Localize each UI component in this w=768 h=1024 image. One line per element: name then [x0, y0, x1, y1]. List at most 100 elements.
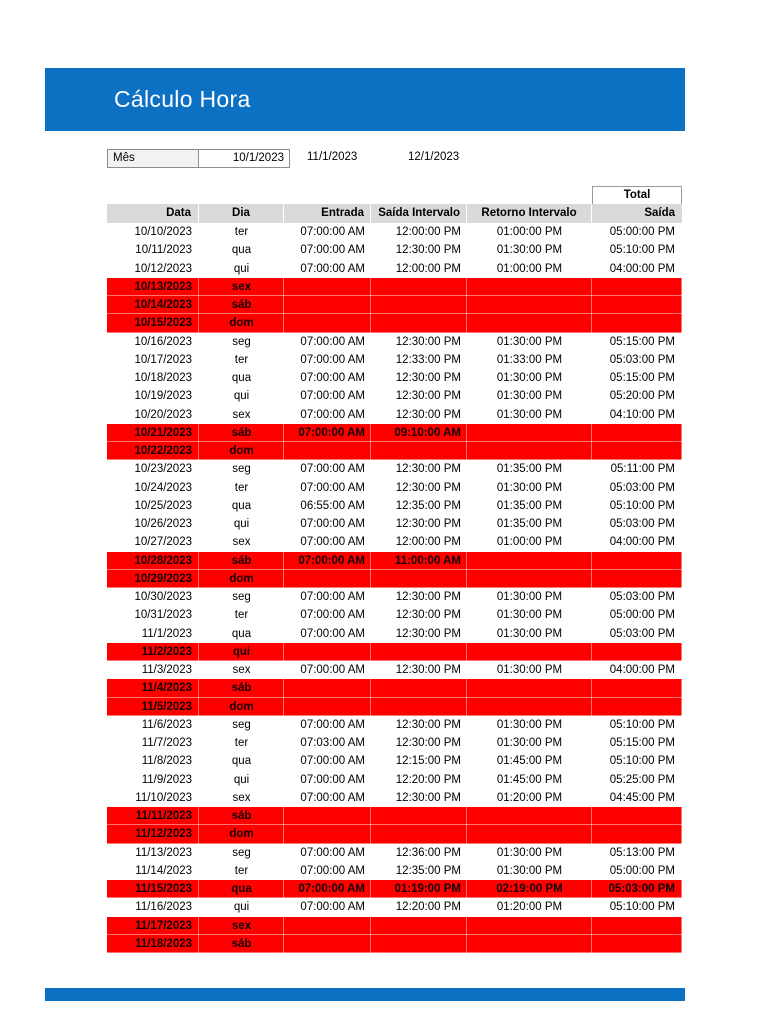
- cell-retorno-intervalo: [467, 277, 592, 296]
- cell-saida-intervalo: [371, 442, 467, 461]
- table-row: 11/16/2023 qui 07:00:00 AM 12:20:00 PM 01:20…: [107, 898, 682, 916]
- table-row: 11/4/2023 sáb: [107, 679, 682, 698]
- cell-entrada: 07:03:00 AM: [300, 737, 365, 749]
- cell-retorno-intervalo: 01:00:00 PM: [496, 536, 563, 549]
- cell-data: 11/6/2023: [141, 718, 192, 731]
- cell-saida: [592, 825, 682, 844]
- cell-saida-intervalo: [371, 569, 467, 588]
- cell-data: 10/28/2023: [107, 551, 199, 570]
- cell-data: 10/19/2023: [134, 390, 192, 403]
- cell-saida: 05:11:00 PM: [610, 463, 675, 476]
- cell-entrada: 07:00:00 AM: [300, 791, 365, 804]
- cell-dia: ter: [234, 864, 249, 877]
- cell-saida-intervalo: 12:30:00 PM: [395, 664, 461, 676]
- cell-dia: seg: [232, 718, 251, 731]
- cell-data: 10/12/2023: [134, 262, 192, 275]
- month-value-3: 12/1/2023: [408, 151, 460, 163]
- cell-entrada: [284, 569, 371, 588]
- cell-saida-intervalo: 01:19:00 PM: [371, 880, 467, 899]
- cell-retorno-intervalo: 01:00:00 PM: [496, 226, 563, 238]
- table-row: 10/12/2023 qui 07:00:00 AM 12:00:00 PM 01:00…: [107, 260, 682, 278]
- cell-data: 11/15/2023: [107, 880, 199, 899]
- cell-retorno-intervalo: 01:00:00 PM: [496, 262, 563, 275]
- cell-retorno-intervalo: [467, 442, 592, 461]
- cell-entrada: 07:00:00 AM: [300, 372, 365, 384]
- cell-retorno-intervalo: 01:20:00 PM: [496, 901, 563, 914]
- cell-saida-intervalo: 12:30:00 PM: [395, 737, 461, 749]
- cell-data: 11/13/2023: [135, 846, 192, 859]
- cell-retorno-intervalo: 01:30:00 PM: [496, 481, 563, 494]
- cell-dia: qui: [233, 773, 250, 786]
- cell-saida: 05:03:00 PM: [609, 627, 675, 640]
- cell-data: 10/25/2023: [134, 499, 192, 512]
- table-row: 11/7/2023 ter 07:03:00 AM 12:30:00 PM 01:30:…: [107, 734, 682, 752]
- cell-data: 10/14/2023: [107, 296, 199, 315]
- cell-dia: qua: [199, 880, 284, 899]
- cell-retorno-intervalo: 01:45:00 PM: [496, 773, 563, 786]
- cell-dia: qui: [233, 901, 250, 914]
- cell-data: 10/16/2023: [134, 335, 192, 348]
- cell-saida: [592, 679, 682, 698]
- cell-dia: sex: [232, 791, 251, 804]
- table-header-row: Data Dia Entrada Saída Intervalo Retorno Int…: [107, 204, 682, 223]
- cell-saida: [592, 807, 682, 826]
- cell-data: 10/23/2023: [134, 463, 192, 476]
- cell-retorno-intervalo: [467, 569, 592, 588]
- cell-entrada: 07:00:00 AM: [284, 880, 371, 899]
- cell-dia: sex: [199, 277, 284, 296]
- cell-saida: 05:00:00 PM: [609, 864, 675, 877]
- cell-entrada: 07:00:00 AM: [300, 353, 365, 366]
- cell-saida-intervalo: 12:30:00 PM: [395, 791, 461, 804]
- cell-entrada: 07:00:00 AM: [300, 773, 365, 786]
- table-row: 10/26/2023 qui 07:00:00 AM 12:30:00 PM 01:35…: [107, 515, 682, 533]
- cell-entrada: 07:00:00 AM: [300, 609, 365, 622]
- cell-saida: [592, 314, 682, 333]
- cell-retorno-intervalo: 01:30:00 PM: [496, 244, 563, 257]
- cell-saida-intervalo: 12:30:00 PM: [395, 627, 461, 640]
- page-title: Cálculo Hora: [114, 86, 251, 112]
- table-row: 10/31/2023 ter 07:00:00 AM 12:30:00 PM 01:30…: [107, 606, 682, 624]
- cell-entrada: 07:00:00 AM: [300, 755, 365, 768]
- cell-saida-intervalo: 12:30:00 PM: [395, 518, 461, 530]
- cell-retorno-intervalo: 01:30:00 PM: [496, 846, 563, 859]
- table-row: 10/13/2023 sex: [107, 277, 682, 296]
- cell-retorno-intervalo: 01:30:00 PM: [496, 664, 563, 676]
- cell-data: 10/26/2023: [134, 518, 192, 530]
- cell-saida: 05:20:00 PM: [609, 390, 675, 403]
- cell-dia: qua: [231, 244, 252, 257]
- cell-dia: sáb: [199, 679, 284, 698]
- cell-entrada: 07:00:00 AM: [300, 591, 365, 603]
- table-row: 11/12/2023 dom: [107, 825, 682, 844]
- cell-dia: sáb: [199, 296, 284, 315]
- cell-data: 11/17/2023: [107, 916, 199, 935]
- cell-saida: 04:00:00 PM: [609, 664, 675, 676]
- table-row: 10/20/2023 sex 07:00:00 AM 12:30:00 PM 01:30…: [107, 406, 682, 424]
- cell-saida-intervalo: 12:20:00 PM: [395, 773, 461, 786]
- cell-retorno-intervalo: 01:30:00 PM: [496, 335, 563, 348]
- cell-retorno-intervalo: 02:19:00 PM: [467, 880, 592, 899]
- column-header-saida: Saída: [592, 204, 682, 223]
- cell-data: 11/8/2023: [141, 755, 192, 768]
- cell-saida-intervalo: 12:30:00 PM: [395, 244, 461, 257]
- cell-saida-intervalo: [371, 642, 467, 661]
- cell-retorno-intervalo: [467, 296, 592, 315]
- cell-data: 10/11/2023: [135, 244, 192, 257]
- cell-data: 10/31/2023: [134, 609, 192, 622]
- cell-saida-intervalo: 12:30:00 PM: [395, 408, 461, 421]
- cell-saida-intervalo: 12:30:00 PM: [395, 335, 461, 348]
- cell-saida-intervalo: 12:00:00 PM: [395, 226, 461, 238]
- cell-retorno-intervalo: [467, 934, 592, 953]
- cell-saida: 05:03:00 PM: [609, 353, 675, 366]
- cell-entrada: 07:00:00 AM: [300, 846, 365, 859]
- cell-retorno-intervalo: [467, 314, 592, 333]
- cell-data: 11/11/2023: [107, 807, 199, 826]
- cell-retorno-intervalo: [467, 916, 592, 935]
- cell-dia: ter: [234, 737, 249, 749]
- table-row: 11/2/2023 qui: [107, 642, 682, 661]
- cell-data: 11/10/2023: [135, 791, 192, 804]
- cell-retorno-intervalo: 01:30:00 PM: [496, 390, 563, 403]
- column-header-dia: Dia: [199, 204, 284, 223]
- cell-saida: [592, 296, 682, 315]
- cell-saida: 05:03:00 PM: [609, 518, 675, 530]
- table-row: 11/3/2023 sex 07:00:00 AM 12:30:00 PM 01:30:…: [107, 661, 682, 679]
